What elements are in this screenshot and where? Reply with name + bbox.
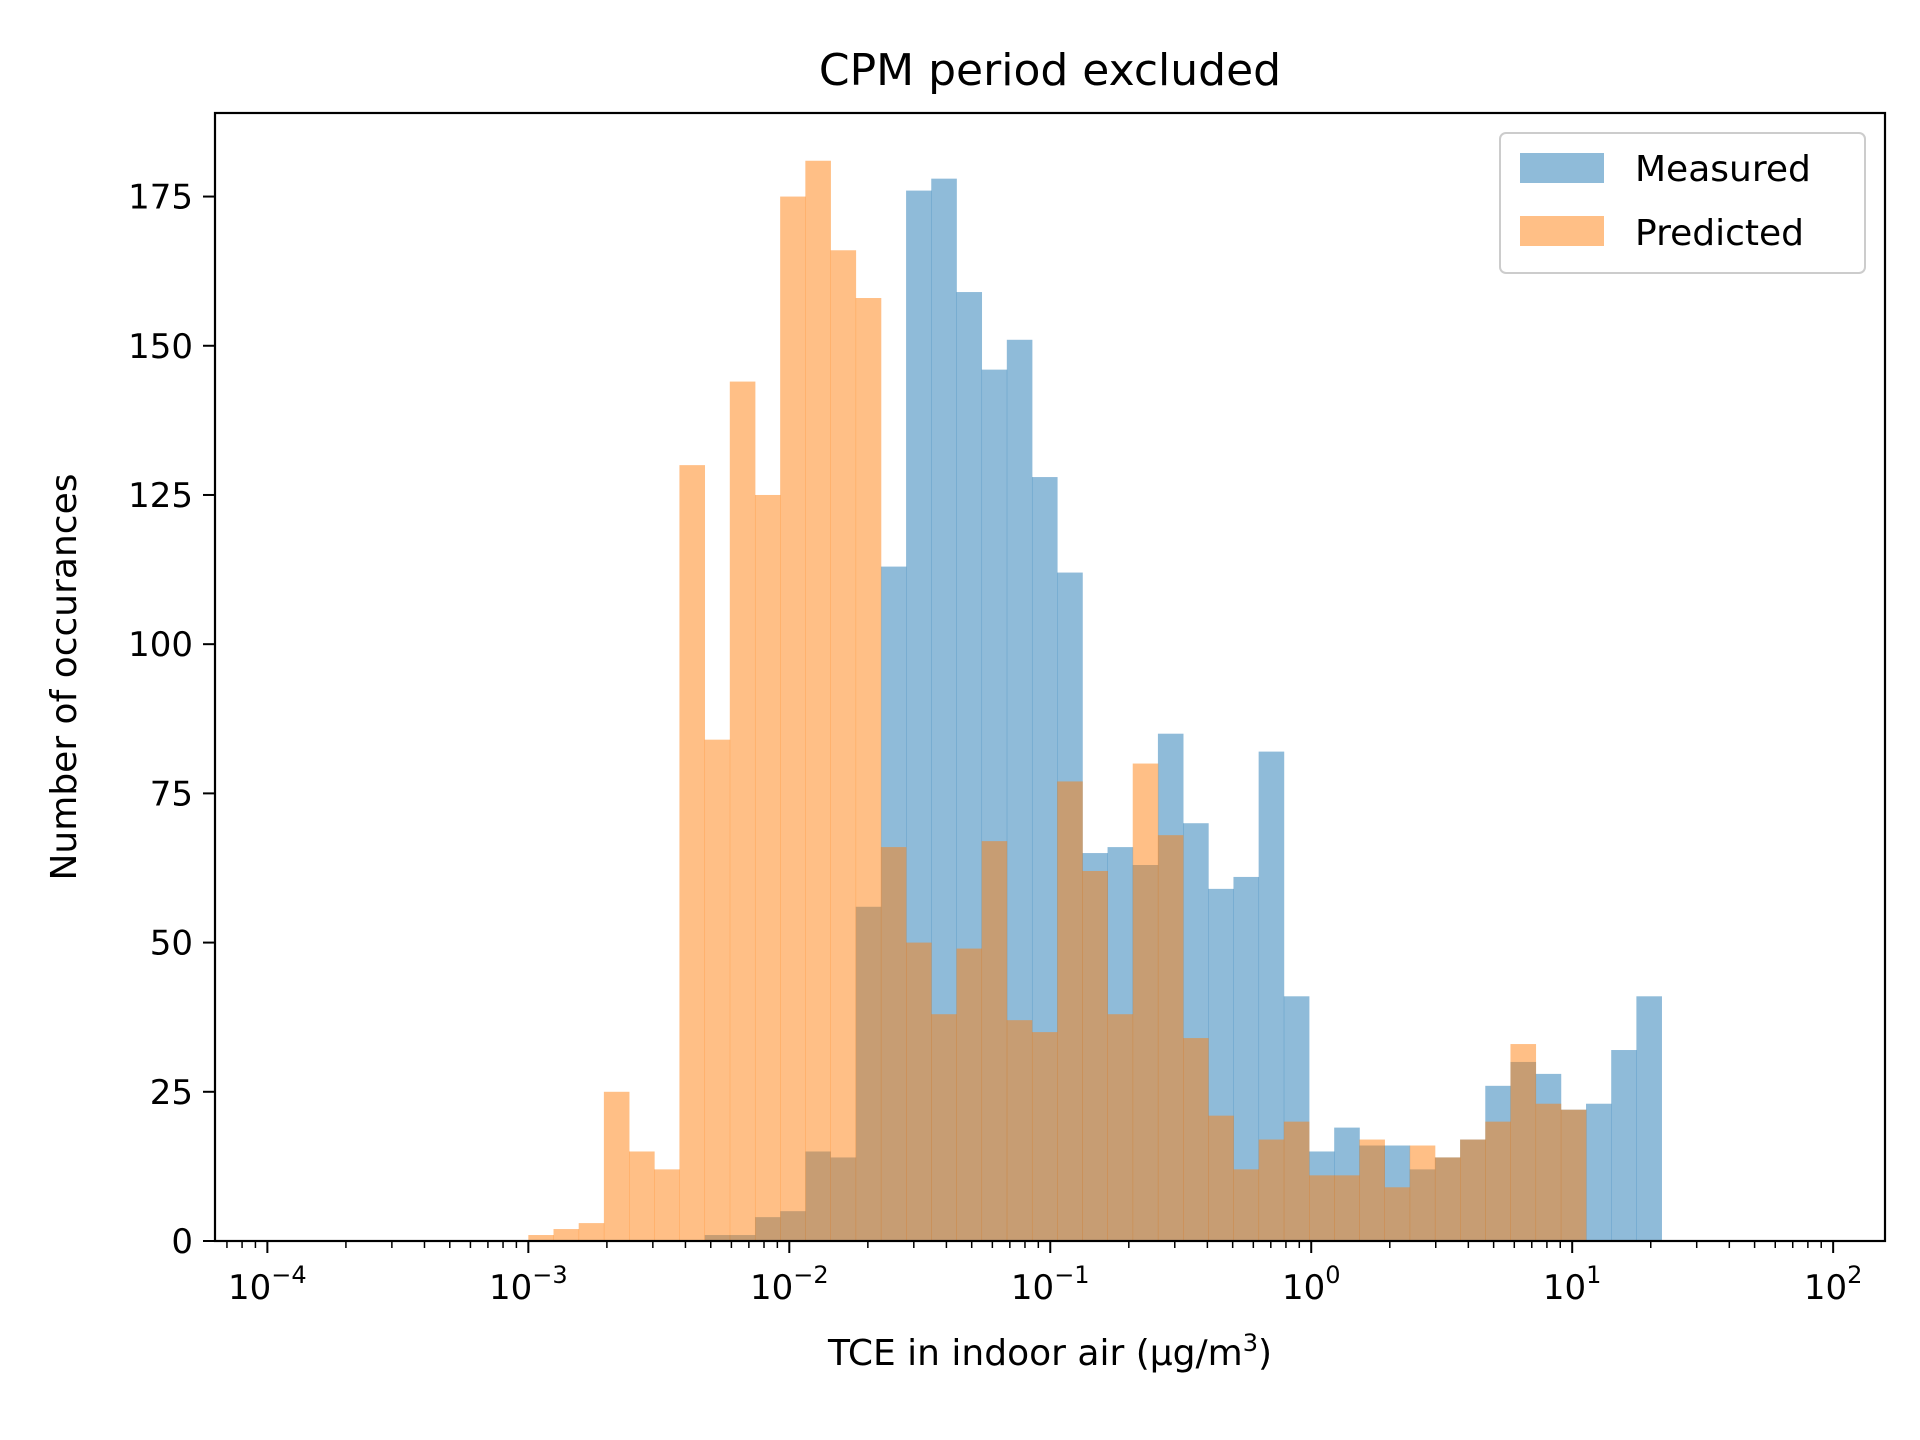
x-tick-exponent-0: −4 (271, 1261, 306, 1289)
x-tick-base-2: 10 (750, 1268, 793, 1308)
bar-predicted-27 (1208, 1115, 1234, 1241)
bar-predicted-39 (1510, 1044, 1537, 1241)
x-axis-label-superscript: 3 (1243, 1329, 1258, 1357)
bar-predicted-25 (1157, 835, 1184, 1241)
bar-predicted-17 (956, 948, 983, 1241)
bar-predicted-24 (1132, 763, 1159, 1241)
bar-predicted-5 (654, 1169, 680, 1241)
bar-predicted-30 (1283, 1121, 1310, 1241)
bar-predicted-38 (1485, 1121, 1511, 1241)
bar-measured-43 (1611, 1050, 1637, 1241)
x-tick-base-3: 10 (1011, 1268, 1054, 1308)
x-axis-label: TCE in indoor air (μg/m3) (827, 1329, 1272, 1374)
y-tick-label-6: 150 (128, 327, 193, 367)
y-tick-label-1: 25 (150, 1073, 193, 1113)
bar-predicted-33 (1359, 1139, 1385, 1241)
x-tick-exponent-6: 2 (1847, 1261, 1862, 1289)
bar-predicted-36 (1434, 1157, 1461, 1241)
y-tick-label-5: 125 (128, 476, 193, 516)
bar-predicted-19 (1006, 1020, 1033, 1241)
x-tick-label-1: 10−3 (489, 1261, 568, 1308)
bar-predicted-32 (1334, 1175, 1360, 1241)
bar-predicted-41 (1560, 1109, 1587, 1241)
x-tick-exponent-4: 0 (1325, 1261, 1340, 1289)
y-tick-label-7: 175 (128, 178, 193, 218)
bar-predicted-31 (1309, 1175, 1335, 1241)
x-tick-base-6: 10 (1804, 1268, 1847, 1308)
y-tick-label-4: 100 (128, 625, 193, 665)
bar-predicted-20 (1031, 1032, 1058, 1241)
x-tick-exponent-2: −2 (793, 1261, 828, 1289)
bar-predicted-13 (855, 298, 882, 1241)
x-tick-label-0: 10−4 (228, 1261, 307, 1308)
y-tick-label-0: 0 (171, 1222, 193, 1262)
bar-predicted-11 (805, 160, 831, 1241)
bar-predicted-22 (1082, 870, 1108, 1241)
legend: Measured Predicted (1499, 132, 1866, 274)
bar-predicted-3 (603, 1091, 630, 1241)
y-axis-ticks: 0 25 50 75 100 125 150 175 (128, 178, 215, 1262)
x-tick-label-5: 101 (1543, 1261, 1602, 1308)
x-tick-exponent-3: −1 (1054, 1261, 1089, 1289)
legend-label-measured: Measured (1635, 149, 1811, 190)
legend-swatch-measured (1520, 153, 1604, 183)
bar-predicted-15 (906, 942, 932, 1241)
y-tick-label-3: 75 (150, 774, 193, 814)
x-axis-label-close: ) (1258, 1333, 1272, 1374)
x-tick-label-2: 10−2 (750, 1261, 829, 1308)
bar-predicted-28 (1233, 1169, 1260, 1241)
bar-predicted-34 (1384, 1187, 1411, 1241)
bar-predicted-2 (578, 1223, 605, 1241)
bar-predicted-18 (981, 841, 1008, 1241)
bar-predicted-14 (880, 847, 907, 1241)
bar-predicted-16 (931, 1014, 957, 1241)
y-tick-label-2: 50 (150, 924, 193, 964)
x-tick-base-1: 10 (489, 1268, 532, 1308)
bar-predicted-40 (1535, 1103, 1562, 1241)
bar-predicted-9 (754, 494, 781, 1242)
x-tick-label-4: 100 (1282, 1261, 1341, 1308)
bar-predicted-23 (1107, 1014, 1134, 1241)
bar-predicted-4 (629, 1151, 655, 1241)
bar-predicted-8 (729, 381, 756, 1241)
legend-swatch-predicted (1520, 216, 1604, 246)
x-tick-exponent-1: −3 (532, 1261, 567, 1289)
x-tick-base-4: 10 (1282, 1268, 1325, 1308)
bar-measured-42 (1586, 1103, 1612, 1241)
bar-predicted-12 (830, 250, 857, 1241)
bar-predicted-7 (704, 739, 731, 1241)
x-tick-base-5: 10 (1543, 1268, 1586, 1308)
y-axis-label: Number of occurances (44, 473, 85, 880)
bar-predicted-6 (679, 465, 706, 1241)
x-tick-exponent-5: 1 (1586, 1261, 1601, 1289)
bar-predicted-37 (1460, 1139, 1486, 1241)
bar-predicted-21 (1057, 781, 1083, 1241)
bar-predicted-1 (553, 1229, 580, 1241)
x-axis-label-main: TCE in indoor air (μg/m (827, 1333, 1243, 1374)
x-tick-label-3: 10−1 (1011, 1261, 1090, 1308)
bar-predicted-26 (1183, 1038, 1209, 1241)
bar-predicted-35 (1409, 1145, 1436, 1241)
legend-label-predicted: Predicted (1635, 213, 1804, 254)
x-axis-ticks: 10−4 10−3 10−2 10−1 100 101 102 (226, 1241, 1863, 1308)
x-tick-label-6: 102 (1804, 1261, 1863, 1308)
bar-measured-44 (1636, 996, 1662, 1241)
bar-predicted-0 (528, 1235, 554, 1241)
bar-predicted-10 (780, 196, 806, 1241)
predicted-bars (528, 160, 1587, 1242)
chart-title: CPM period excluded (819, 45, 1281, 96)
bar-predicted-29 (1258, 1139, 1285, 1241)
x-tick-base-0: 10 (228, 1268, 271, 1308)
